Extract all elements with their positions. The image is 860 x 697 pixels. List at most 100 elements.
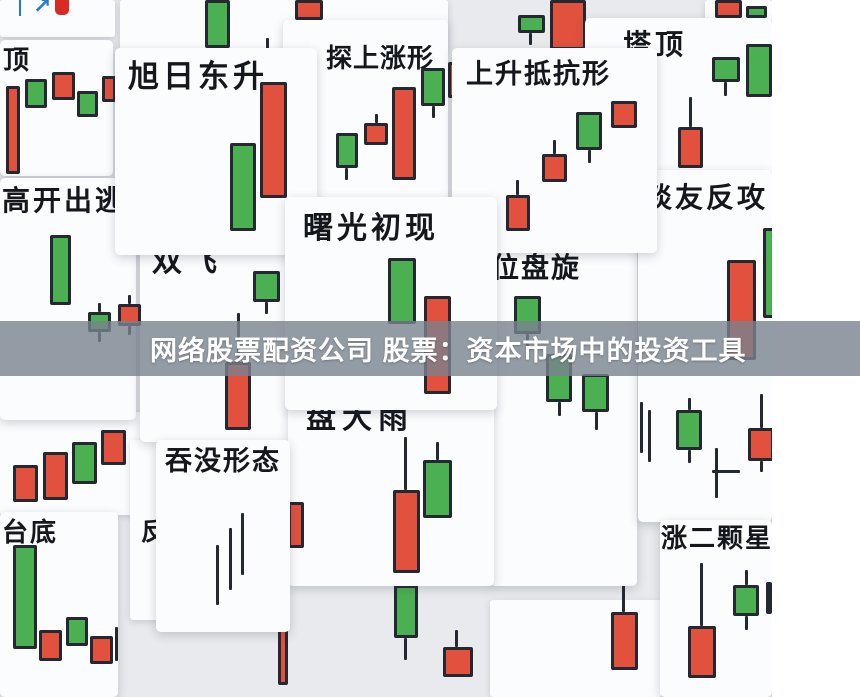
candle-wick bbox=[241, 513, 244, 575]
bullish-candle bbox=[421, 68, 445, 106]
candle-wick bbox=[229, 528, 232, 590]
bullish-candle bbox=[25, 79, 47, 108]
candle-wick bbox=[529, 33, 532, 45]
candle-wick bbox=[640, 402, 643, 453]
pattern-card-qingpandayu bbox=[288, 400, 494, 586]
bearish-candle bbox=[13, 465, 38, 502]
candle-wick bbox=[595, 412, 598, 430]
candle-wick bbox=[432, 106, 435, 118]
pattern-label: 旭日东升 bbox=[128, 59, 268, 94]
bearish-candle bbox=[43, 452, 68, 500]
candle-wick bbox=[455, 630, 458, 647]
bearish-candle bbox=[715, 0, 742, 18]
mini-red-candle bbox=[55, 0, 69, 15]
bullish-candle bbox=[388, 258, 416, 324]
candle-wick bbox=[648, 410, 651, 462]
pattern-label: 顶 bbox=[3, 45, 32, 75]
bullish-candle bbox=[50, 235, 71, 305]
candle-wick bbox=[345, 168, 348, 180]
bearish-candle bbox=[550, 0, 586, 50]
pattern-label: 曙光初现 bbox=[303, 212, 439, 245]
candle-wick bbox=[375, 114, 378, 123]
bullish-candle bbox=[205, 0, 230, 48]
trend-up-arrow-icon: ↗ bbox=[33, 0, 52, 18]
candle-wick bbox=[745, 616, 748, 630]
bullish-candle bbox=[13, 545, 37, 649]
candle-wick bbox=[760, 461, 763, 472]
bullish-candle bbox=[394, 585, 418, 638]
post-title: 网络股票配资公司 股票：资本市场中的投资工具 bbox=[150, 336, 747, 366]
candle-wick bbox=[558, 402, 561, 416]
bullish-candle bbox=[518, 15, 545, 33]
candle-wick bbox=[700, 563, 703, 626]
bearish-candle bbox=[506, 195, 530, 231]
candle-wick bbox=[265, 302, 268, 314]
candle-wick bbox=[404, 638, 407, 660]
candle-wick bbox=[745, 570, 748, 585]
candle-wick bbox=[436, 442, 439, 460]
bullish-candle bbox=[766, 582, 772, 614]
post-title-overlay: 网络股票配资公司 股票：资本市场中的投资工具 bbox=[0, 321, 860, 376]
bearish-candle bbox=[392, 87, 416, 180]
bearish-candle bbox=[90, 636, 113, 664]
candle-wick bbox=[724, 82, 727, 96]
candle-wick bbox=[128, 295, 131, 304]
bearish-candle bbox=[611, 101, 637, 128]
pattern-label: 涨二颗星 bbox=[661, 523, 772, 553]
pattern-label: 淡友反攻 bbox=[644, 182, 769, 213]
bullish-candle bbox=[576, 112, 602, 150]
bullish-candle bbox=[230, 143, 256, 231]
candle-wick bbox=[98, 303, 101, 312]
candle-wick bbox=[516, 180, 519, 195]
bearish-candle bbox=[39, 630, 62, 661]
pattern-card-weipanxuan bbox=[490, 246, 637, 586]
bullish-candle bbox=[66, 617, 88, 646]
bearish-candle bbox=[101, 430, 126, 465]
bearish-candle bbox=[288, 502, 304, 548]
bearish-candle bbox=[443, 647, 473, 677]
bearish-candle bbox=[678, 127, 703, 168]
bullish-candle bbox=[253, 271, 280, 302]
bearish-candle bbox=[102, 76, 116, 102]
bearish-candle bbox=[278, 628, 288, 685]
pattern-label: 位盘旋 bbox=[491, 252, 582, 283]
bullish-candle bbox=[336, 133, 358, 168]
bearish-candle bbox=[52, 72, 75, 100]
pattern-label: 高开出逃 bbox=[2, 185, 127, 216]
candle-wick bbox=[115, 627, 118, 661]
pattern-label: 吞没形态 bbox=[165, 446, 281, 476]
candle-wick bbox=[553, 140, 556, 154]
candle-wick bbox=[622, 568, 625, 612]
bearish-candle bbox=[688, 626, 716, 678]
pattern-label: 台底 bbox=[2, 517, 59, 547]
candle-wick bbox=[266, 38, 269, 52]
bearish-candle bbox=[542, 154, 567, 182]
pattern-card-tunmoxingtai bbox=[156, 440, 290, 632]
candle-wick bbox=[689, 97, 692, 127]
bullish-candle bbox=[423, 460, 452, 518]
bullish-candle bbox=[733, 585, 759, 616]
bearish-candle bbox=[6, 86, 20, 174]
candle-wick bbox=[404, 437, 407, 490]
candle-wick bbox=[712, 470, 740, 473]
pattern-label: 探上涨形 bbox=[326, 43, 435, 73]
pattern-label: 上升抵抗形 bbox=[466, 59, 611, 89]
bullish-candle bbox=[72, 442, 97, 484]
bearish-candle bbox=[748, 428, 772, 461]
bullish-candle bbox=[746, 44, 772, 97]
bearish-candle bbox=[364, 123, 388, 145]
bullish-candle bbox=[712, 57, 740, 82]
candle-wick bbox=[760, 394, 763, 428]
candle-wick bbox=[688, 450, 691, 463]
bearish-candle bbox=[260, 82, 287, 198]
bullish-candle bbox=[676, 410, 702, 450]
bearish-candle bbox=[611, 612, 638, 670]
card-fragment-fan-fragment bbox=[130, 440, 158, 620]
bearish-candle bbox=[295, 0, 323, 20]
bullish-candle bbox=[763, 228, 772, 318]
bullish-candle bbox=[582, 374, 609, 412]
candle-wick bbox=[216, 545, 219, 605]
candle-wick bbox=[715, 448, 718, 498]
bearish-candle bbox=[393, 490, 420, 573]
